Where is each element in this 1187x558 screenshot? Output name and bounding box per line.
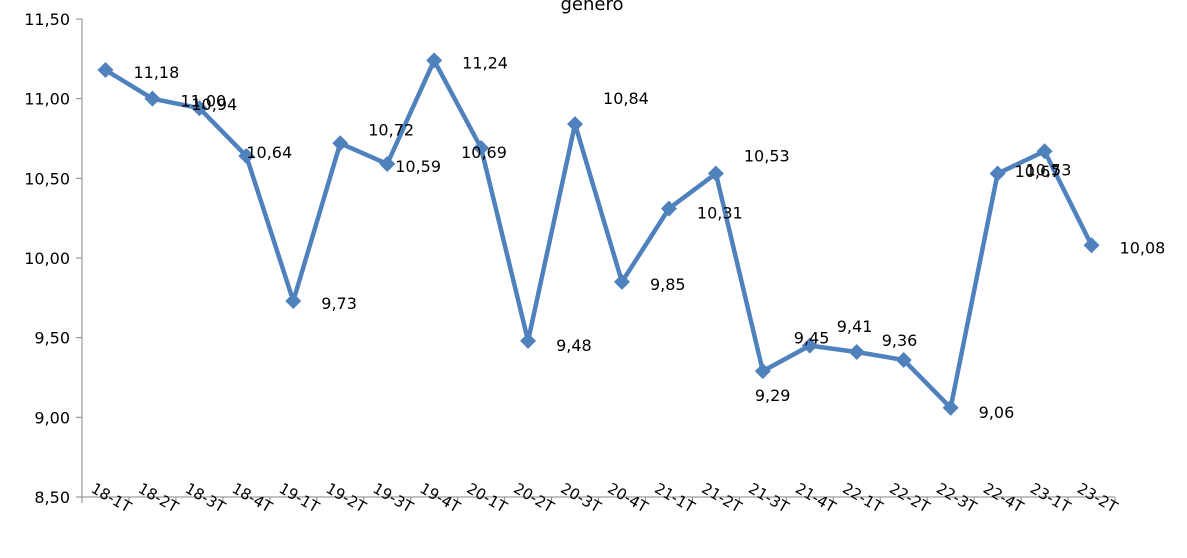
- y-tick-label: 9,00: [34, 408, 70, 427]
- data-point: [520, 332, 537, 349]
- series-group: [97, 52, 1100, 416]
- data-point: [942, 399, 959, 416]
- x-tick-label: 19-4T: [417, 479, 464, 517]
- series-line: [104, 58, 1094, 411]
- x-axis-ticks: 18-1T 18-2T 18-3T 18-4T 19-1T 19-2T 19-3T 19-4T…: [81, 479, 1121, 517]
- data-point: [1036, 143, 1053, 160]
- data-point: [238, 148, 255, 165]
- data-point: [144, 90, 161, 107]
- x-tick-label: 19-1T: [276, 479, 323, 517]
- x-tick-label: 21-3T: [745, 479, 792, 517]
- y-tick-label: 11,50: [24, 10, 70, 29]
- data-label: 10,53: [1026, 161, 1072, 180]
- data-point: [191, 100, 208, 117]
- data-point: [613, 273, 630, 290]
- chart-title: género: [561, 0, 624, 15]
- data-point: [1083, 237, 1100, 254]
- data-point: [660, 200, 677, 217]
- x-tick-label: 22-4T: [980, 479, 1027, 517]
- data-label: 10,53: [744, 147, 790, 166]
- x-tick-label: 21-4T: [792, 479, 839, 517]
- y-tick-label: 10,50: [24, 169, 70, 188]
- data-label: 9,85: [650, 275, 686, 294]
- data-label: 9,45: [794, 329, 830, 348]
- x-tick-label: 18-4T: [229, 479, 276, 517]
- data-label: 10,08: [1120, 238, 1166, 257]
- data-label: 10,67: [1015, 162, 1061, 181]
- y-axis-ticks: 8,50 9,00 9,50 10,00 10,50 11,00 11,50: [24, 10, 82, 507]
- data-point: [707, 165, 724, 182]
- y-tick-label: 10,00: [24, 249, 70, 268]
- x-tick-label: 19-3T: [370, 479, 417, 517]
- data-label: 9,73: [321, 294, 357, 313]
- x-tick-label: 18-3T: [182, 479, 229, 517]
- x-tick-label: 21-2T: [698, 479, 745, 517]
- data-label: 11,24: [462, 53, 508, 72]
- y-tick-label: 9,50: [34, 329, 70, 348]
- x-tick-label: 23-1T: [1027, 479, 1074, 517]
- data-label: 11,00: [180, 92, 226, 111]
- x-tick-label: 22-3T: [933, 479, 980, 517]
- data-point: [754, 363, 771, 380]
- data-point: [332, 135, 349, 152]
- data-label: 9,41: [837, 317, 873, 336]
- data-label: 10,72: [368, 120, 414, 139]
- x-tick-label: 21-1T: [652, 479, 699, 517]
- x-tick-label: 18-2T: [135, 479, 182, 517]
- x-tick-label: 20-1T: [464, 479, 511, 517]
- data-label: 10,84: [603, 89, 649, 108]
- data-label: 10,59: [395, 157, 441, 176]
- data-point: [895, 351, 912, 368]
- data-point: [848, 344, 865, 361]
- x-tick-label: 22-1T: [839, 479, 886, 517]
- x-tick-label: 20-4T: [605, 479, 652, 517]
- data-point: [426, 52, 443, 69]
- axes: [81, 19, 1115, 498]
- data-label: 9,48: [556, 336, 592, 355]
- data-label: 10,69: [461, 143, 507, 162]
- y-tick-label: 11,00: [24, 90, 70, 109]
- data-label: 9,29: [755, 386, 791, 405]
- x-tick-label: 20-3T: [558, 479, 605, 517]
- data-point: [379, 155, 396, 172]
- data-label: 9,06: [979, 403, 1015, 422]
- data-point: [567, 116, 584, 133]
- data-label: 10,31: [697, 204, 743, 223]
- y-tick-label: 8,50: [34, 488, 70, 507]
- data-point: [97, 61, 114, 78]
- data-point: [285, 293, 302, 310]
- x-tick-label: 22-2T: [886, 479, 933, 517]
- x-tick-label: 19-2T: [323, 479, 370, 517]
- data-label: 9,36: [882, 331, 918, 350]
- data-point: [473, 140, 490, 157]
- data-label: 11,18: [133, 63, 179, 82]
- x-tick-label: 20-2T: [511, 479, 558, 517]
- data-label: 10,94: [191, 95, 237, 114]
- x-tick-label: 18-1T: [88, 479, 135, 517]
- data-point: [801, 337, 818, 354]
- data-label: 10,64: [246, 143, 292, 162]
- x-tick-label: 23-2T: [1074, 479, 1121, 517]
- data-point: [989, 165, 1006, 182]
